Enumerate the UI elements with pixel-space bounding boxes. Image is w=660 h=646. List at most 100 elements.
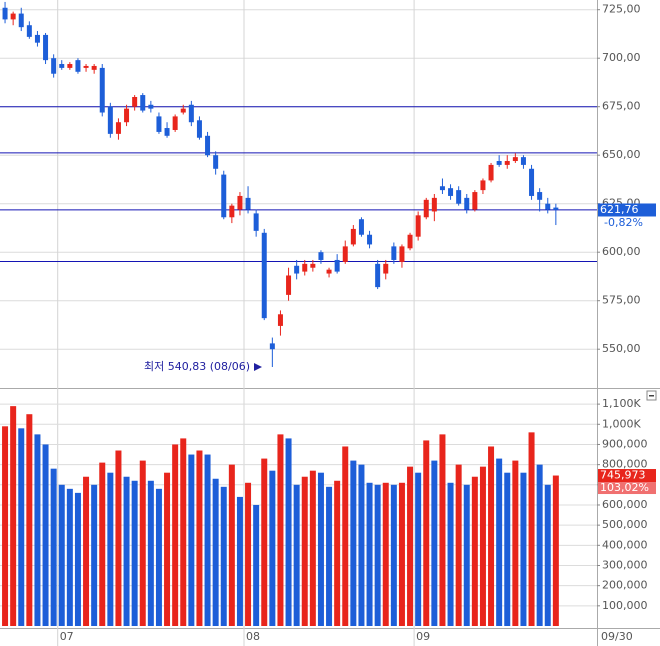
- candle-body: [229, 205, 235, 218]
- candle-body: [415, 215, 421, 237]
- candle-body: [472, 192, 478, 210]
- volume-bar: [147, 480, 154, 626]
- volume-bar: [180, 438, 187, 626]
- y-tick-label: 300,000: [602, 558, 648, 571]
- candle-body: [115, 122, 121, 134]
- candle-body: [277, 314, 283, 326]
- volume-bar: [155, 488, 162, 626]
- candle-body: [59, 64, 65, 68]
- candle-body: [431, 197, 437, 212]
- volume-bar: [463, 484, 470, 626]
- volume-bar: [479, 466, 486, 626]
- y-tick-label: 700,00: [602, 51, 641, 64]
- candle-body: [164, 128, 170, 136]
- candle-body: [545, 203, 551, 210]
- candle-body: [237, 195, 243, 210]
- volume-bar: [139, 460, 146, 626]
- candle-body: [350, 228, 356, 245]
- volume-bar: [196, 450, 203, 626]
- date-label: 09/30: [601, 630, 633, 643]
- volume-bar: [536, 464, 543, 626]
- volume-bar: [285, 438, 292, 626]
- volume-bar: [115, 450, 122, 626]
- volume-bar: [261, 458, 268, 626]
- y-tick-label: 1,000K: [602, 417, 641, 430]
- volume-bar: [18, 428, 25, 626]
- volume-bar: [366, 482, 373, 626]
- volume-bar: [74, 492, 81, 626]
- candle-body: [529, 168, 535, 196]
- volume-bar: [439, 434, 446, 626]
- y-tick-label: 500,000: [602, 518, 648, 531]
- candle-body: [34, 34, 40, 43]
- candle-body: [504, 161, 510, 165]
- ratio-tag: [598, 482, 656, 495]
- candle-body: [342, 246, 348, 262]
- volume-bar: [488, 446, 495, 626]
- volume-bar: [471, 476, 478, 626]
- price-tag: [598, 203, 656, 217]
- candle-body: [140, 95, 146, 111]
- y-tick-label: 675,00: [602, 100, 641, 113]
- volume-bar: [26, 414, 33, 626]
- volume-tag: [598, 469, 656, 483]
- y-tick-label: 550,00: [602, 342, 641, 355]
- volume-bar: [220, 486, 227, 626]
- volume-bar: [544, 484, 551, 626]
- volume-bar: [293, 484, 300, 626]
- low-annotation: 최저 540,83 (08/06): [144, 360, 250, 373]
- candle-body: [326, 269, 332, 274]
- candle-body: [148, 104, 154, 109]
- candle-body: [294, 265, 300, 274]
- volume-bar: [496, 458, 503, 626]
- volume-bar: [455, 464, 462, 626]
- candle-body: [480, 180, 486, 191]
- volume-bar: [42, 444, 49, 626]
- y-tick-label: 400,000: [602, 538, 648, 551]
- volume-bar: [212, 478, 219, 626]
- candle-body: [156, 116, 162, 132]
- candle-body: [520, 157, 526, 165]
- candle-body: [488, 164, 494, 181]
- volume-bar: [10, 406, 17, 626]
- volume-bar: [204, 454, 211, 626]
- candle-body: [10, 13, 16, 20]
- candle-body: [553, 207, 559, 210]
- volume-bar: [512, 460, 519, 626]
- volume-bar: [2, 426, 9, 626]
- volume-bar: [269, 470, 276, 626]
- volume-bar: [317, 472, 324, 626]
- volume-bar: [415, 472, 422, 626]
- candle-body: [439, 186, 445, 191]
- candle-body: [448, 188, 454, 196]
- volume-bar: [552, 475, 559, 626]
- candle-body: [132, 97, 138, 107]
- volume-bar: [334, 480, 341, 626]
- volume-bar: [407, 466, 414, 626]
- candle-body: [358, 219, 364, 235]
- volume-bar: [350, 460, 357, 626]
- volume-bar: [520, 472, 527, 626]
- candle-body: [75, 60, 81, 72]
- change-label: -0,82%: [604, 216, 643, 229]
- x-tick-label: 09: [416, 630, 430, 643]
- candle-body: [367, 234, 373, 245]
- candle-body: [334, 259, 340, 272]
- volume-bar: [447, 482, 454, 626]
- volume-bar: [50, 468, 57, 626]
- candle-body: [43, 34, 49, 61]
- volume-bar: [172, 444, 179, 626]
- y-tick-label: 600,000: [602, 498, 648, 511]
- ratio-label: 103,02%: [600, 481, 649, 494]
- candle-body: [302, 263, 308, 272]
- volume-bar: [58, 484, 65, 626]
- volume-bar: [131, 480, 138, 626]
- candle-body: [196, 120, 202, 138]
- volume-bar: [301, 476, 308, 626]
- candle-body: [537, 192, 543, 200]
- volume-bar: [326, 486, 333, 626]
- candle-body: [99, 67, 105, 113]
- volume-bar: [99, 462, 106, 626]
- volume-bar: [66, 488, 73, 626]
